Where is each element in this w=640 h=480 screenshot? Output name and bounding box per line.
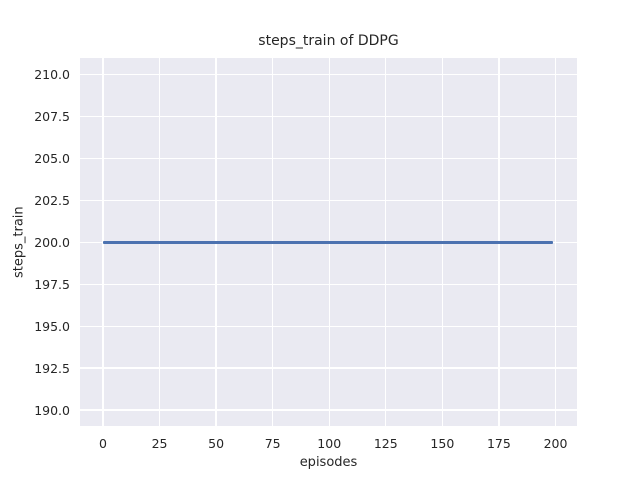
gridline-horizontal [80, 367, 577, 369]
x-tick-label: 75 [264, 436, 281, 451]
y-axis-label: steps_train [11, 206, 27, 278]
x-tick-label: 125 [373, 436, 398, 451]
x-tick-label: 0 [98, 436, 107, 451]
plot-area [80, 58, 577, 426]
y-tick-label: 202.5 [34, 193, 70, 208]
y-tick-label: 192.5 [34, 360, 70, 376]
y-tick-label: 200.0 [34, 234, 70, 250]
gridline-horizontal [80, 157, 577, 160]
y-tick-label: 207.5 [34, 109, 70, 125]
x-tick-label: 25 [151, 436, 168, 451]
x-tick-label: 175 [486, 436, 511, 451]
y-tick-label: 190.0 [34, 402, 70, 418]
x-tick-label: 100 [317, 436, 342, 451]
y-tick-label: 197.5 [34, 276, 70, 292]
x-tick-label: 50 [208, 436, 225, 451]
gridline-horizontal [80, 115, 577, 118]
x-axis-label: episodes [299, 455, 358, 470]
gridline-horizontal [80, 199, 577, 202]
x-tick-label: 150 [430, 436, 455, 451]
gridline-horizontal [80, 409, 577, 411]
x-tick-label: 200 [543, 436, 568, 451]
gridline-horizontal [80, 74, 577, 76]
gridline-horizontal [80, 283, 577, 286]
y-tick-label: 195.0 [34, 318, 70, 334]
chart-title: steps_train of DDPG [258, 33, 399, 49]
y-tick-label: 210.0 [34, 67, 70, 83]
y-tick-label: 205.0 [34, 151, 70, 167]
series-line-steps_train [102, 241, 554, 244]
gridline-horizontal [80, 325, 577, 327]
